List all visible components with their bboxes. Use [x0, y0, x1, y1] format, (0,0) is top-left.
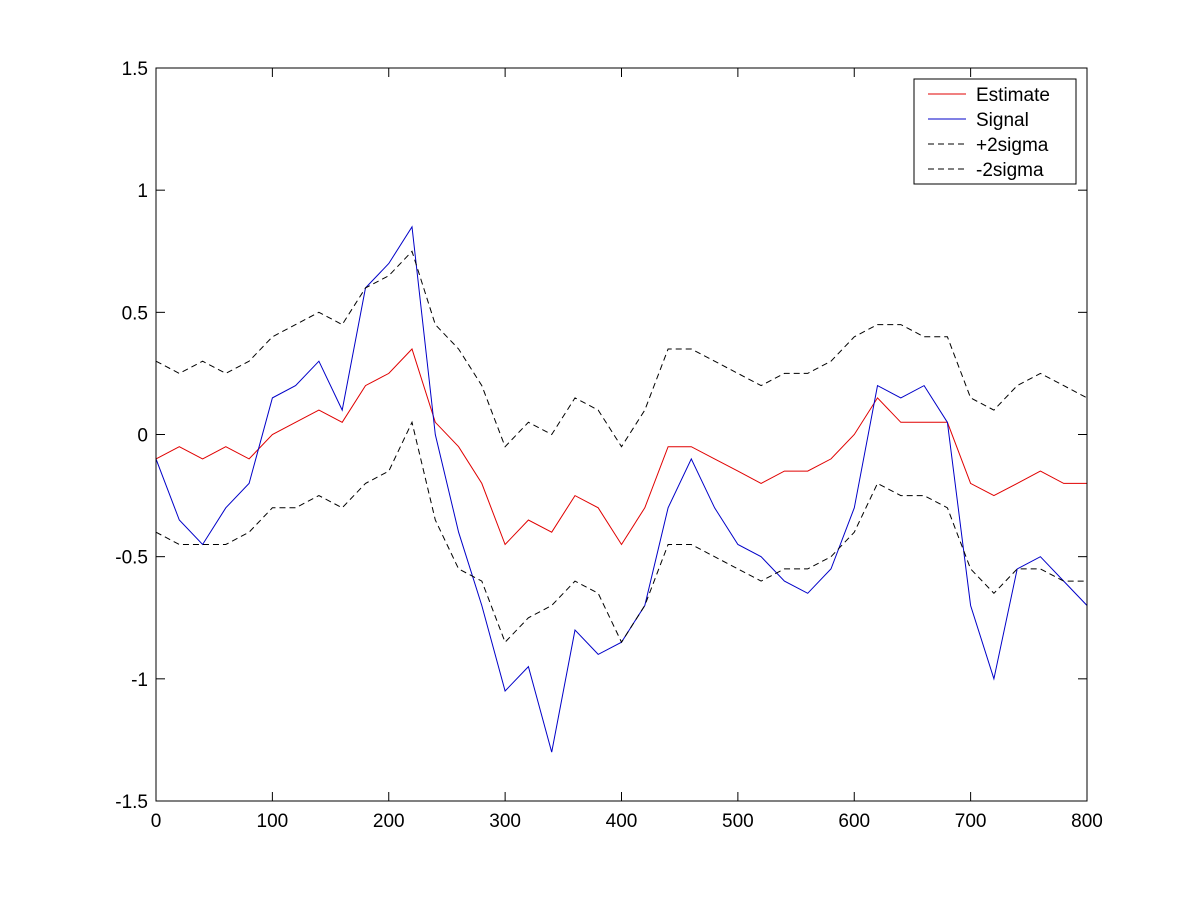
legend-label: -2sigma — [976, 160, 1044, 181]
plot-area — [156, 68, 1087, 801]
x-tick-label: 800 — [1071, 811, 1103, 832]
y-tick-label: -1 — [131, 670, 148, 691]
x-tick-label: 400 — [606, 811, 638, 832]
x-axis-ticks: 0 100 200 300 400 500 600 700 800 — [151, 68, 1103, 832]
y-axis-ticks: -1.5 -1 -0.5 0 0.5 1 1.5 — [115, 59, 1087, 813]
legend: Estimate Signal +2sigma -2sigma — [913, 78, 1077, 185]
series-line-estimate — [155, 348, 1087, 546]
series-line-2sigma — [155, 420, 1087, 644]
data-layer — [155, 225, 1088, 753]
y-tick-label: 1.5 — [122, 59, 148, 80]
y-tick-label: 0.5 — [122, 303, 148, 324]
x-tick-label: 600 — [838, 811, 870, 832]
series-line-2sigma — [155, 250, 1088, 448]
x-tick-label: 300 — [489, 811, 521, 832]
x-tick-label: 500 — [722, 811, 754, 832]
legend-label: +2sigma — [976, 135, 1049, 156]
y-tick-label: 0 — [137, 426, 148, 447]
y-tick-label: -0.5 — [115, 548, 148, 569]
legend-box — [913, 78, 1077, 185]
y-tick-label: -1.5 — [115, 792, 148, 813]
legend-label: Signal — [976, 110, 1029, 131]
x-tick-label: 700 — [955, 811, 987, 832]
x-tick-label: 0 — [151, 811, 162, 832]
legend-label: Estimate — [976, 85, 1050, 106]
y-tick-label: 1 — [137, 181, 148, 202]
x-tick-label: 200 — [373, 811, 405, 832]
x-tick-label: 100 — [257, 811, 289, 832]
